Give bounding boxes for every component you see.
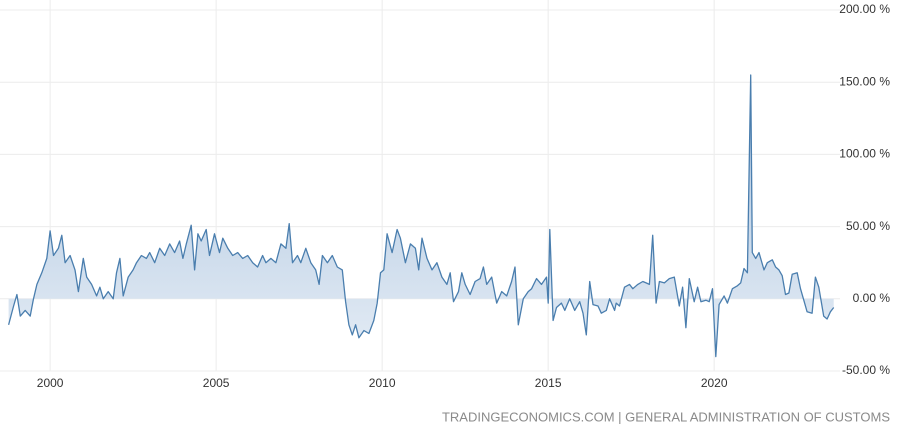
x-tick-label: 2010 bbox=[369, 376, 396, 390]
area bbox=[8, 75, 834, 357]
x-tick-label: 2005 bbox=[203, 376, 230, 390]
source: TRADINGECONOMICS.COM | GENERAL ADMINISTR… bbox=[442, 409, 890, 424]
y-tick-label: 100.00 % bbox=[839, 147, 890, 161]
x-tick-label: 2020 bbox=[701, 376, 728, 390]
y-tick-label: 200.00 % bbox=[839, 2, 890, 16]
line bbox=[7, 74, 835, 358]
x-tick-label: 2000 bbox=[37, 376, 64, 390]
y-tick-label: -50.00 % bbox=[842, 363, 890, 377]
y-tick-label: 150.00 % bbox=[839, 74, 890, 88]
y-tick-label: 0.00 % bbox=[853, 291, 891, 305]
x-tick-label: 2015 bbox=[535, 376, 562, 390]
y-tick-label: 50.00 % bbox=[846, 219, 890, 233]
